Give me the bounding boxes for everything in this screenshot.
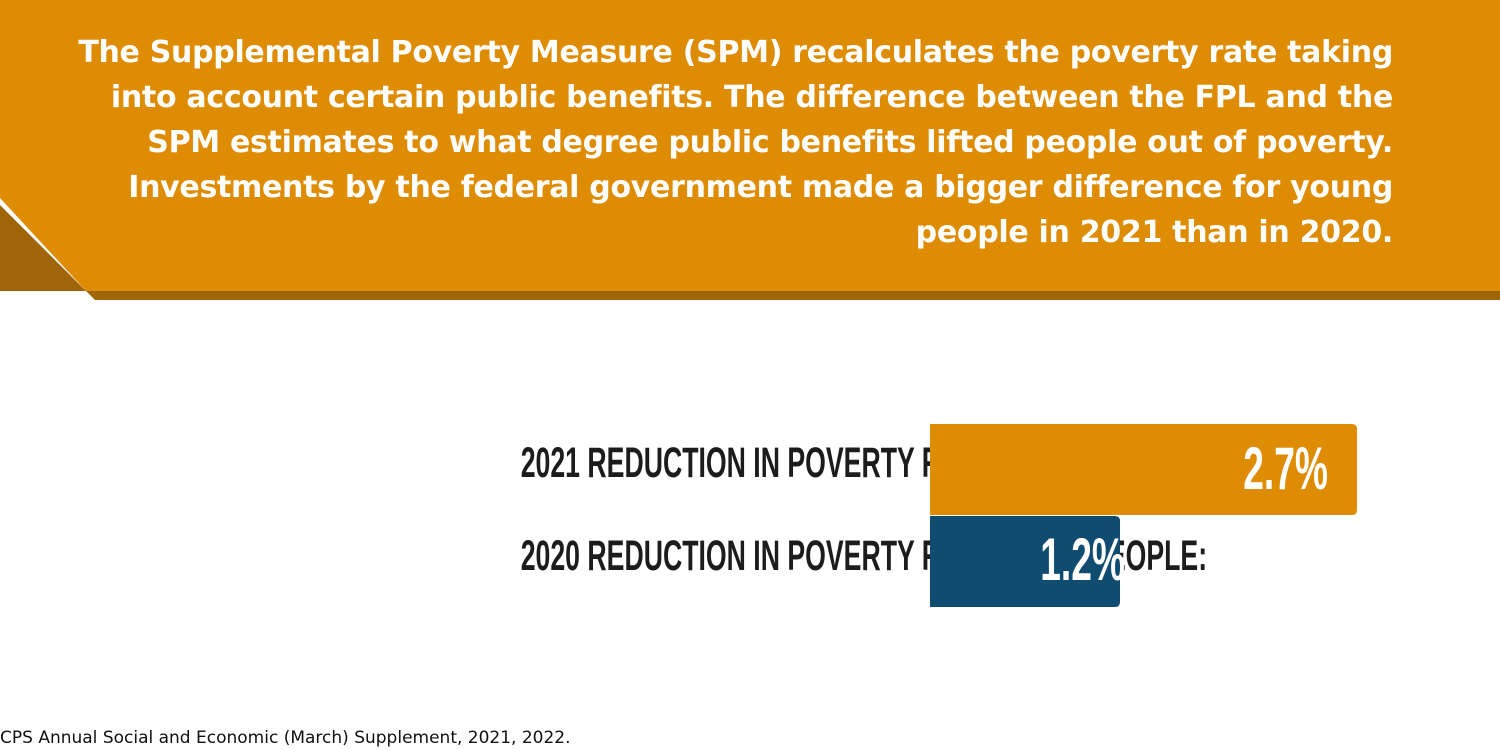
bar-2021 bbox=[930, 424, 1357, 515]
bar-2020 bbox=[930, 516, 1120, 607]
banner-background bbox=[0, 0, 1500, 300]
value-label-2020: 1.2% bbox=[1040, 526, 1125, 593]
value-label-2021: 2.7% bbox=[1243, 435, 1328, 502]
banner-description: The Supplemental Poverty Measure (SPM) r… bbox=[78, 35, 1393, 250]
banner-shape bbox=[0, 0, 1500, 291]
source-note: CPS Annual Social and Economic (March) S… bbox=[0, 728, 571, 748]
